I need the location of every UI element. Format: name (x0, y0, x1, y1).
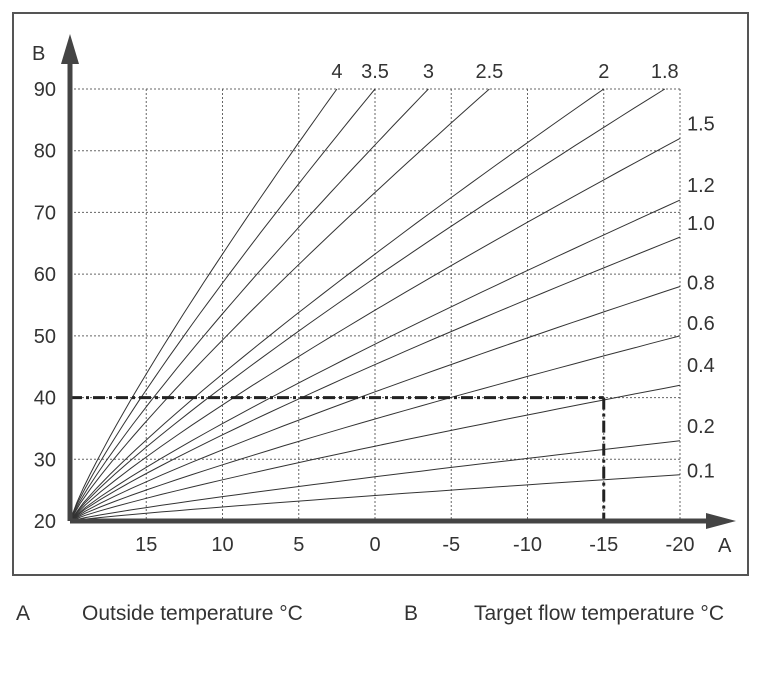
y-tick-label: 80 (34, 141, 56, 163)
x-tick-label: -20 (666, 534, 695, 556)
y-tick-label: 70 (34, 202, 56, 224)
curve-1.8 (69, 88, 666, 522)
curve-label-1.8: 1.8 (651, 61, 679, 83)
curve-3.5 (69, 88, 376, 522)
curve-0.4 (69, 384, 681, 522)
x-tick-label: 0 (369, 534, 380, 556)
curve-0.1 (69, 474, 681, 522)
curve-1.2 (69, 199, 681, 522)
figure-frame: A B 15 10 5 0 -5 -10 -15 -20 20 30 40 50 60 70 80 90 4 3.5 3… (12, 12, 749, 576)
axes (61, 34, 736, 529)
x-axis-arrow (706, 513, 736, 529)
y-axis-letter: B (32, 43, 45, 65)
curve-label-0.1: 0.1 (687, 461, 715, 483)
legend-text-a: Outside temperature °C (82, 602, 303, 625)
y-tick-label: 90 (34, 79, 56, 101)
curve-0.8 (69, 286, 681, 522)
curve-label-1.2: 1.2 (687, 175, 715, 197)
y-axis-arrow (61, 34, 79, 64)
x-tick-label: -5 (442, 534, 460, 556)
curve-label-4: 4 (331, 61, 342, 83)
curve-lines (69, 88, 681, 522)
legend-key-a: A (16, 602, 31, 625)
curve-label-0.6: 0.6 (687, 313, 715, 335)
y-tick-label: 60 (34, 264, 56, 286)
curve-label-0.4: 0.4 (687, 355, 715, 377)
curve-label-3.5: 3.5 (361, 61, 389, 83)
curve-1.5 (69, 137, 681, 522)
curve-label-2.5: 2.5 (475, 61, 503, 83)
curve-4 (69, 88, 338, 522)
curve-label-1.5: 1.5 (687, 113, 715, 135)
legend-text-b: Target flow temperature °C (474, 602, 725, 625)
curve-2.5 (69, 88, 490, 522)
x-axis-letter: A (718, 535, 732, 557)
y-tick-label: 20 (34, 511, 56, 533)
curve-0.2 (69, 440, 681, 522)
curve-label-2: 2 (598, 61, 609, 83)
x-tick-label: -15 (589, 534, 618, 556)
curve-label-0.8: 0.8 (687, 272, 715, 294)
x-tick-label: -10 (513, 534, 542, 556)
x-tick-label: 5 (293, 534, 304, 556)
curve-label-1.0: 1.0 (687, 213, 715, 235)
y-tick-label: 50 (34, 326, 56, 348)
curve-label-0.2: 0.2 (687, 416, 715, 438)
y-tick-label: 30 (34, 449, 56, 471)
grid (70, 88, 681, 521)
curve-label-3: 3 (423, 61, 434, 83)
example-reading (70, 396, 606, 521)
legend-key-b: B (404, 602, 419, 625)
y-tick-label: 40 (34, 388, 56, 410)
curve-3 (69, 88, 429, 522)
x-tick-label: 15 (135, 534, 157, 556)
curve-1.0 (69, 236, 681, 522)
curve-2 (69, 88, 605, 522)
curve-0.6 (69, 335, 681, 522)
x-tick-label: 10 (211, 534, 233, 556)
